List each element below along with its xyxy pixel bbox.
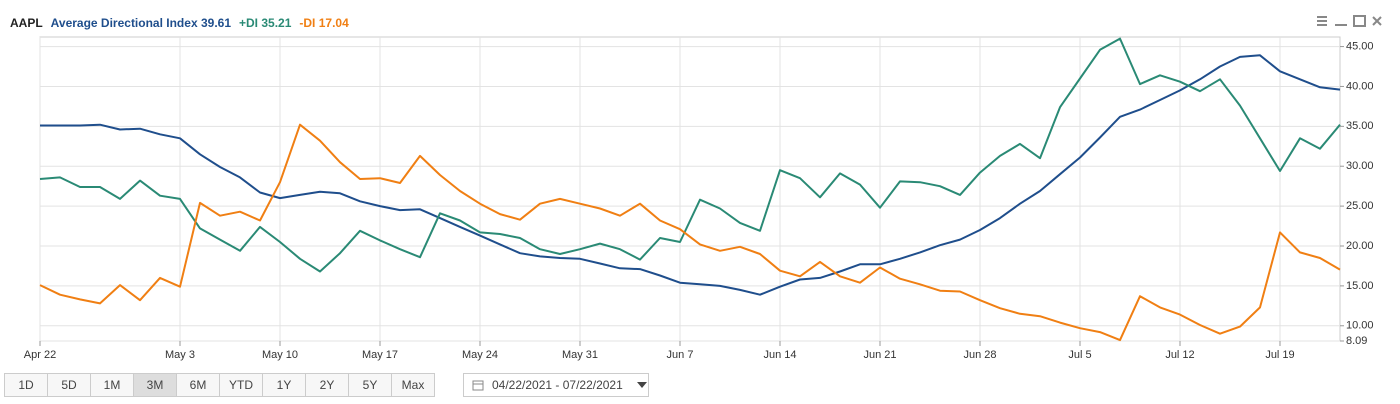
range-button[interactable]: 5D	[47, 373, 91, 397]
icons[interactable]	[1316, 14, 1386, 28]
range-button[interactable]: Max	[391, 373, 435, 397]
range-button[interactable]: 1M	[90, 373, 134, 397]
x-tick-label: May 17	[362, 349, 398, 361]
window-icons	[1316, 14, 1386, 28]
chart: 8.09 10.00 15.00 20.00 25.00 30.00 35.00 40.00 4…	[24, 36, 1374, 361]
y-tick-label: 25.00	[1346, 200, 1374, 212]
y-tick-label: 20.00	[1346, 240, 1374, 252]
range-button[interactable]: 1Y	[262, 373, 306, 397]
x-tick-label: Jun 21	[863, 349, 896, 361]
x-tick-label: May 3	[165, 349, 195, 361]
legend-entry: +DI 35.21	[239, 16, 291, 30]
range-button[interactable]: 3M	[133, 373, 177, 397]
legend-name: Average Directional Index	[50, 16, 198, 30]
legend-value: 39.61	[200, 16, 231, 30]
x-tick-label: May 24	[462, 349, 498, 361]
legend: AAPL Average Directional Index 39.61 +DI …	[10, 16, 349, 30]
y-tick-label: 15.00	[1346, 280, 1374, 292]
range-button[interactable]: 2Y	[305, 373, 349, 397]
range-button[interactable]: YTD	[219, 373, 263, 397]
x-tick-label: May 31	[562, 349, 598, 361]
y-tick-label: 8.09	[1346, 335, 1367, 347]
y-tick-label: 10.00	[1346, 320, 1374, 332]
range-button[interactable]: 6M	[176, 373, 220, 397]
line-series	[39, 123, 1341, 342]
line-series	[40, 54, 1341, 296]
y-tick-label: 30.00	[1346, 160, 1374, 172]
x-tick-label: Jul 12	[1165, 349, 1194, 361]
calendar-icon	[472, 380, 484, 391]
legend-entry: -DI 17.04	[299, 16, 348, 30]
y-tick-label: 40.00	[1346, 80, 1374, 92]
line-series	[39, 37, 1341, 273]
legend-name: -DI	[299, 16, 316, 30]
x-tick-label: Apr 22	[24, 349, 56, 361]
x-tick-label: Jul 5	[1068, 349, 1091, 361]
date-range-text: 04/22/2021 - 07/22/2021	[492, 378, 623, 392]
x-tick-label: Jun 7	[667, 349, 694, 361]
range-buttons: 1D 5D 1M 3M 6M YTD 1Y 2Y 5Y Max	[4, 373, 435, 397]
date-range[interactable]: 04/22/2021 - 07/22/2021	[463, 373, 649, 397]
x-tick-label: May 10	[262, 349, 298, 361]
symbol: AAPL	[10, 16, 43, 30]
y-tick-label: 45.00	[1346, 40, 1374, 52]
legend-entry: Average Directional Index 39.61	[51, 16, 231, 30]
range-button[interactable]: 1D	[4, 373, 48, 397]
y-tick-label: 35.00	[1346, 120, 1374, 132]
dropdown-arrow	[636, 382, 647, 388]
x-tick-label: Jul 19	[1265, 349, 1294, 361]
x-tick-label: Jun 28	[963, 349, 996, 361]
legend-value: 17.04	[318, 16, 349, 30]
legend-value: 35.21	[261, 16, 292, 30]
legend-name: +DI	[239, 16, 259, 30]
x-tick-label: Jun 14	[763, 349, 796, 361]
range-button[interactable]: 5Y	[348, 373, 392, 397]
